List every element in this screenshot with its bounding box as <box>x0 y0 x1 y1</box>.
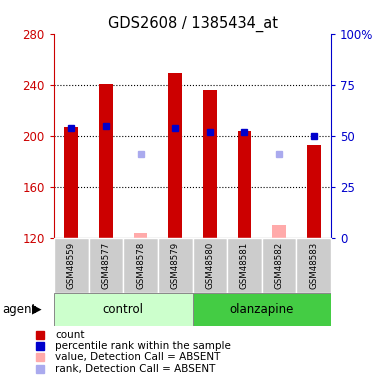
Text: GSM48579: GSM48579 <box>171 242 180 289</box>
Text: GSM48583: GSM48583 <box>309 242 318 289</box>
Text: agent: agent <box>2 303 36 316</box>
Text: value, Detection Call = ABSENT: value, Detection Call = ABSENT <box>55 352 220 362</box>
Bar <box>54 238 89 292</box>
Bar <box>168 74 182 238</box>
Text: GSM48580: GSM48580 <box>205 242 214 289</box>
Text: control: control <box>103 303 144 316</box>
Text: GSM48578: GSM48578 <box>136 242 145 289</box>
Bar <box>238 131 251 238</box>
Bar <box>272 225 286 238</box>
Bar <box>192 238 227 292</box>
Text: olanzapine: olanzapine <box>229 303 294 316</box>
Bar <box>123 238 158 292</box>
Bar <box>192 292 331 326</box>
Text: rank, Detection Call = ABSENT: rank, Detection Call = ABSENT <box>55 364 215 374</box>
Bar <box>203 90 217 238</box>
Text: count: count <box>55 330 84 340</box>
Bar <box>99 84 113 238</box>
Text: percentile rank within the sample: percentile rank within the sample <box>55 341 231 351</box>
Text: ▶: ▶ <box>32 303 41 316</box>
Bar <box>89 238 123 292</box>
Bar <box>296 238 331 292</box>
Bar <box>307 145 321 238</box>
Bar <box>262 238 296 292</box>
Bar <box>134 233 147 238</box>
Text: GSM48582: GSM48582 <box>275 242 284 289</box>
Bar <box>64 127 78 238</box>
Text: GSM48559: GSM48559 <box>67 242 76 289</box>
Bar <box>158 238 192 292</box>
Text: GDS2608 / 1385434_at: GDS2608 / 1385434_at <box>107 16 278 32</box>
Bar <box>227 238 262 292</box>
Bar <box>54 292 192 326</box>
Text: GSM48577: GSM48577 <box>101 242 110 289</box>
Text: GSM48581: GSM48581 <box>240 242 249 289</box>
